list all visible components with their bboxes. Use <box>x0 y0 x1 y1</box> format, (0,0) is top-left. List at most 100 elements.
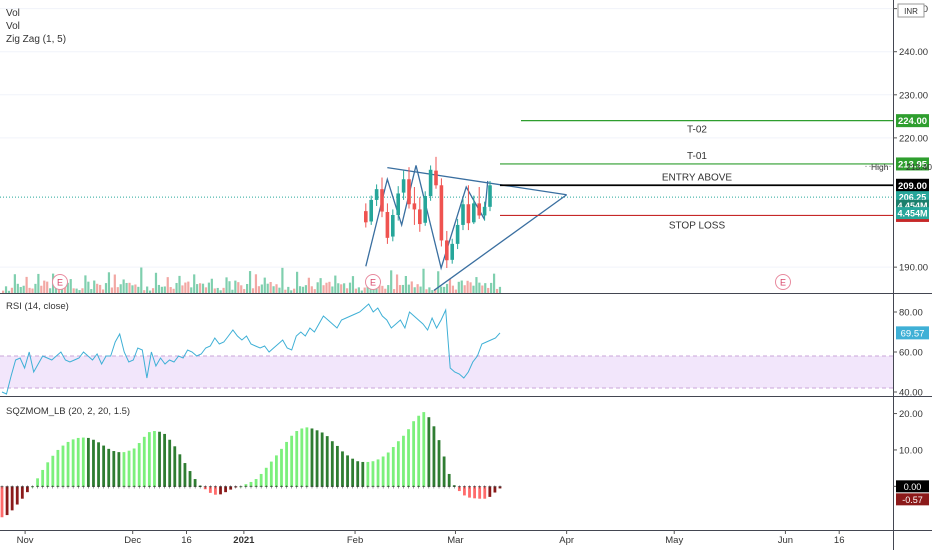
volume-bar <box>204 287 208 293</box>
squeeze-dot: + <box>270 485 274 491</box>
volume-bar <box>401 284 405 293</box>
squeeze-bar <box>112 451 116 487</box>
squeeze-momentum-pane[interactable]: SQZMOM_LB (20, 2, 20, 1.5)+ + + + + + + + + + + + + +… <box>0 406 502 518</box>
squeeze-bar <box>224 486 227 493</box>
squeeze-bar <box>452 485 456 487</box>
level-label-entry: ENTRY ABOVE <box>662 172 733 183</box>
squeeze-bar <box>127 450 131 487</box>
candle-body <box>396 193 401 216</box>
squeeze-dot: + <box>376 485 380 491</box>
volume-bar <box>63 286 66 293</box>
volume-bar <box>296 271 299 293</box>
volume-bar <box>28 287 31 293</box>
squeeze-bar <box>214 486 217 495</box>
squeeze-bar <box>269 461 273 487</box>
volume-bar <box>31 288 34 293</box>
squeeze-bar <box>341 451 344 487</box>
volume-bar <box>272 286 275 293</box>
price-tag-box <box>896 207 929 220</box>
level-tag-box <box>896 178 929 192</box>
volume-bar <box>90 289 93 293</box>
squeeze-bar <box>351 458 355 487</box>
volume-bar <box>419 286 422 293</box>
volume-bar <box>216 287 219 293</box>
squeeze-dot: + <box>259 485 263 491</box>
main-price-pane[interactable]: E E E T-02 T-01 ENTRY ABOVE STOP LOSS <box>0 120 893 293</box>
volume-bar <box>337 283 340 293</box>
squeeze-dot: + <box>305 485 309 491</box>
time-axis-label: 16 <box>181 535 192 546</box>
squeeze-bar <box>41 469 45 487</box>
time-axis[interactable]: Nov Dec 16 2021 Feb Mar Apr May Jun 16 <box>17 530 845 546</box>
price-axis[interactable]: 250.00240.00230.00220.00190.00224.00213.… <box>871 4 932 506</box>
squeeze-bar <box>391 447 395 487</box>
squeeze-bar <box>310 428 314 487</box>
squeeze-bar <box>290 435 294 487</box>
rsi-pane[interactable]: RSI (14, close) <box>0 301 893 395</box>
squeeze-bar <box>468 486 471 498</box>
rsi-last-tag: 69.57 <box>896 326 929 340</box>
volume-bar <box>151 288 155 293</box>
squeeze-dot: + <box>442 485 446 491</box>
squeeze-dot: + <box>346 485 350 491</box>
high-value-label: 213.40 <box>906 162 932 172</box>
squeeze-bar <box>158 431 161 487</box>
volume-bar <box>313 289 316 293</box>
squeeze-bar <box>386 452 390 487</box>
volume-bar <box>434 289 437 293</box>
earnings-marker: E <box>775 274 791 290</box>
volume-bar <box>46 281 49 293</box>
squeeze-bar <box>463 486 466 496</box>
level-tag-text: 224.00 <box>898 116 927 127</box>
squeeze-bar <box>56 449 60 487</box>
level-tag-T-02: 224.00 <box>896 114 929 128</box>
squeeze-dot: + <box>392 485 396 491</box>
squeeze-bar <box>412 421 416 487</box>
squeeze-dot: + <box>122 485 126 491</box>
squeeze-bar <box>264 467 268 487</box>
volume-bar <box>134 284 137 293</box>
squeeze-title: SQZMOM_LB (20, 2, 20, 1.5) <box>6 406 130 417</box>
squeeze-bar <box>5 486 9 516</box>
volume-bar <box>263 277 266 293</box>
candle-body <box>423 196 428 223</box>
squeeze-dot: + <box>397 485 401 491</box>
squeeze-bar <box>76 437 80 487</box>
squeeze-bar <box>300 428 304 487</box>
volume-bar <box>331 286 334 293</box>
volume-bar <box>487 287 490 293</box>
squeeze-dot: + <box>366 485 370 491</box>
main-axis-label: 190.00 <box>899 263 928 274</box>
volume-bar <box>431 290 434 293</box>
squeeze-bar <box>442 456 446 487</box>
volume-bar <box>81 288 84 293</box>
volume-bar <box>357 287 360 293</box>
volume-bar <box>101 289 105 293</box>
volume-bar <box>198 283 202 293</box>
squeeze-axis-label: 20.00 <box>899 409 923 420</box>
squeeze-dot: + <box>463 485 467 491</box>
squeeze-bar <box>173 446 177 487</box>
volume-bar <box>445 283 449 293</box>
volume-bar <box>466 280 469 293</box>
squeeze-dot: + <box>102 485 106 491</box>
squeeze-dot: + <box>137 485 141 491</box>
candle-body <box>477 203 482 216</box>
candle-body <box>461 204 465 225</box>
squeeze-bar <box>198 485 202 487</box>
volume-bar <box>328 281 331 293</box>
earnings-circle <box>52 274 68 290</box>
volume-bar <box>319 278 322 293</box>
squeeze-bar <box>432 426 436 487</box>
volume-bar <box>381 285 384 293</box>
squeeze-bar <box>275 455 278 487</box>
candle-body <box>434 170 438 186</box>
volume-bar <box>301 286 305 293</box>
candle-body <box>364 211 368 223</box>
rsi-line <box>1 303 501 395</box>
volume-bar <box>93 280 96 293</box>
volume-bar <box>237 282 240 293</box>
volume-bar <box>287 286 290 293</box>
volume-bar <box>298 286 302 293</box>
level-label-stop: STOP LOSS <box>669 220 726 231</box>
